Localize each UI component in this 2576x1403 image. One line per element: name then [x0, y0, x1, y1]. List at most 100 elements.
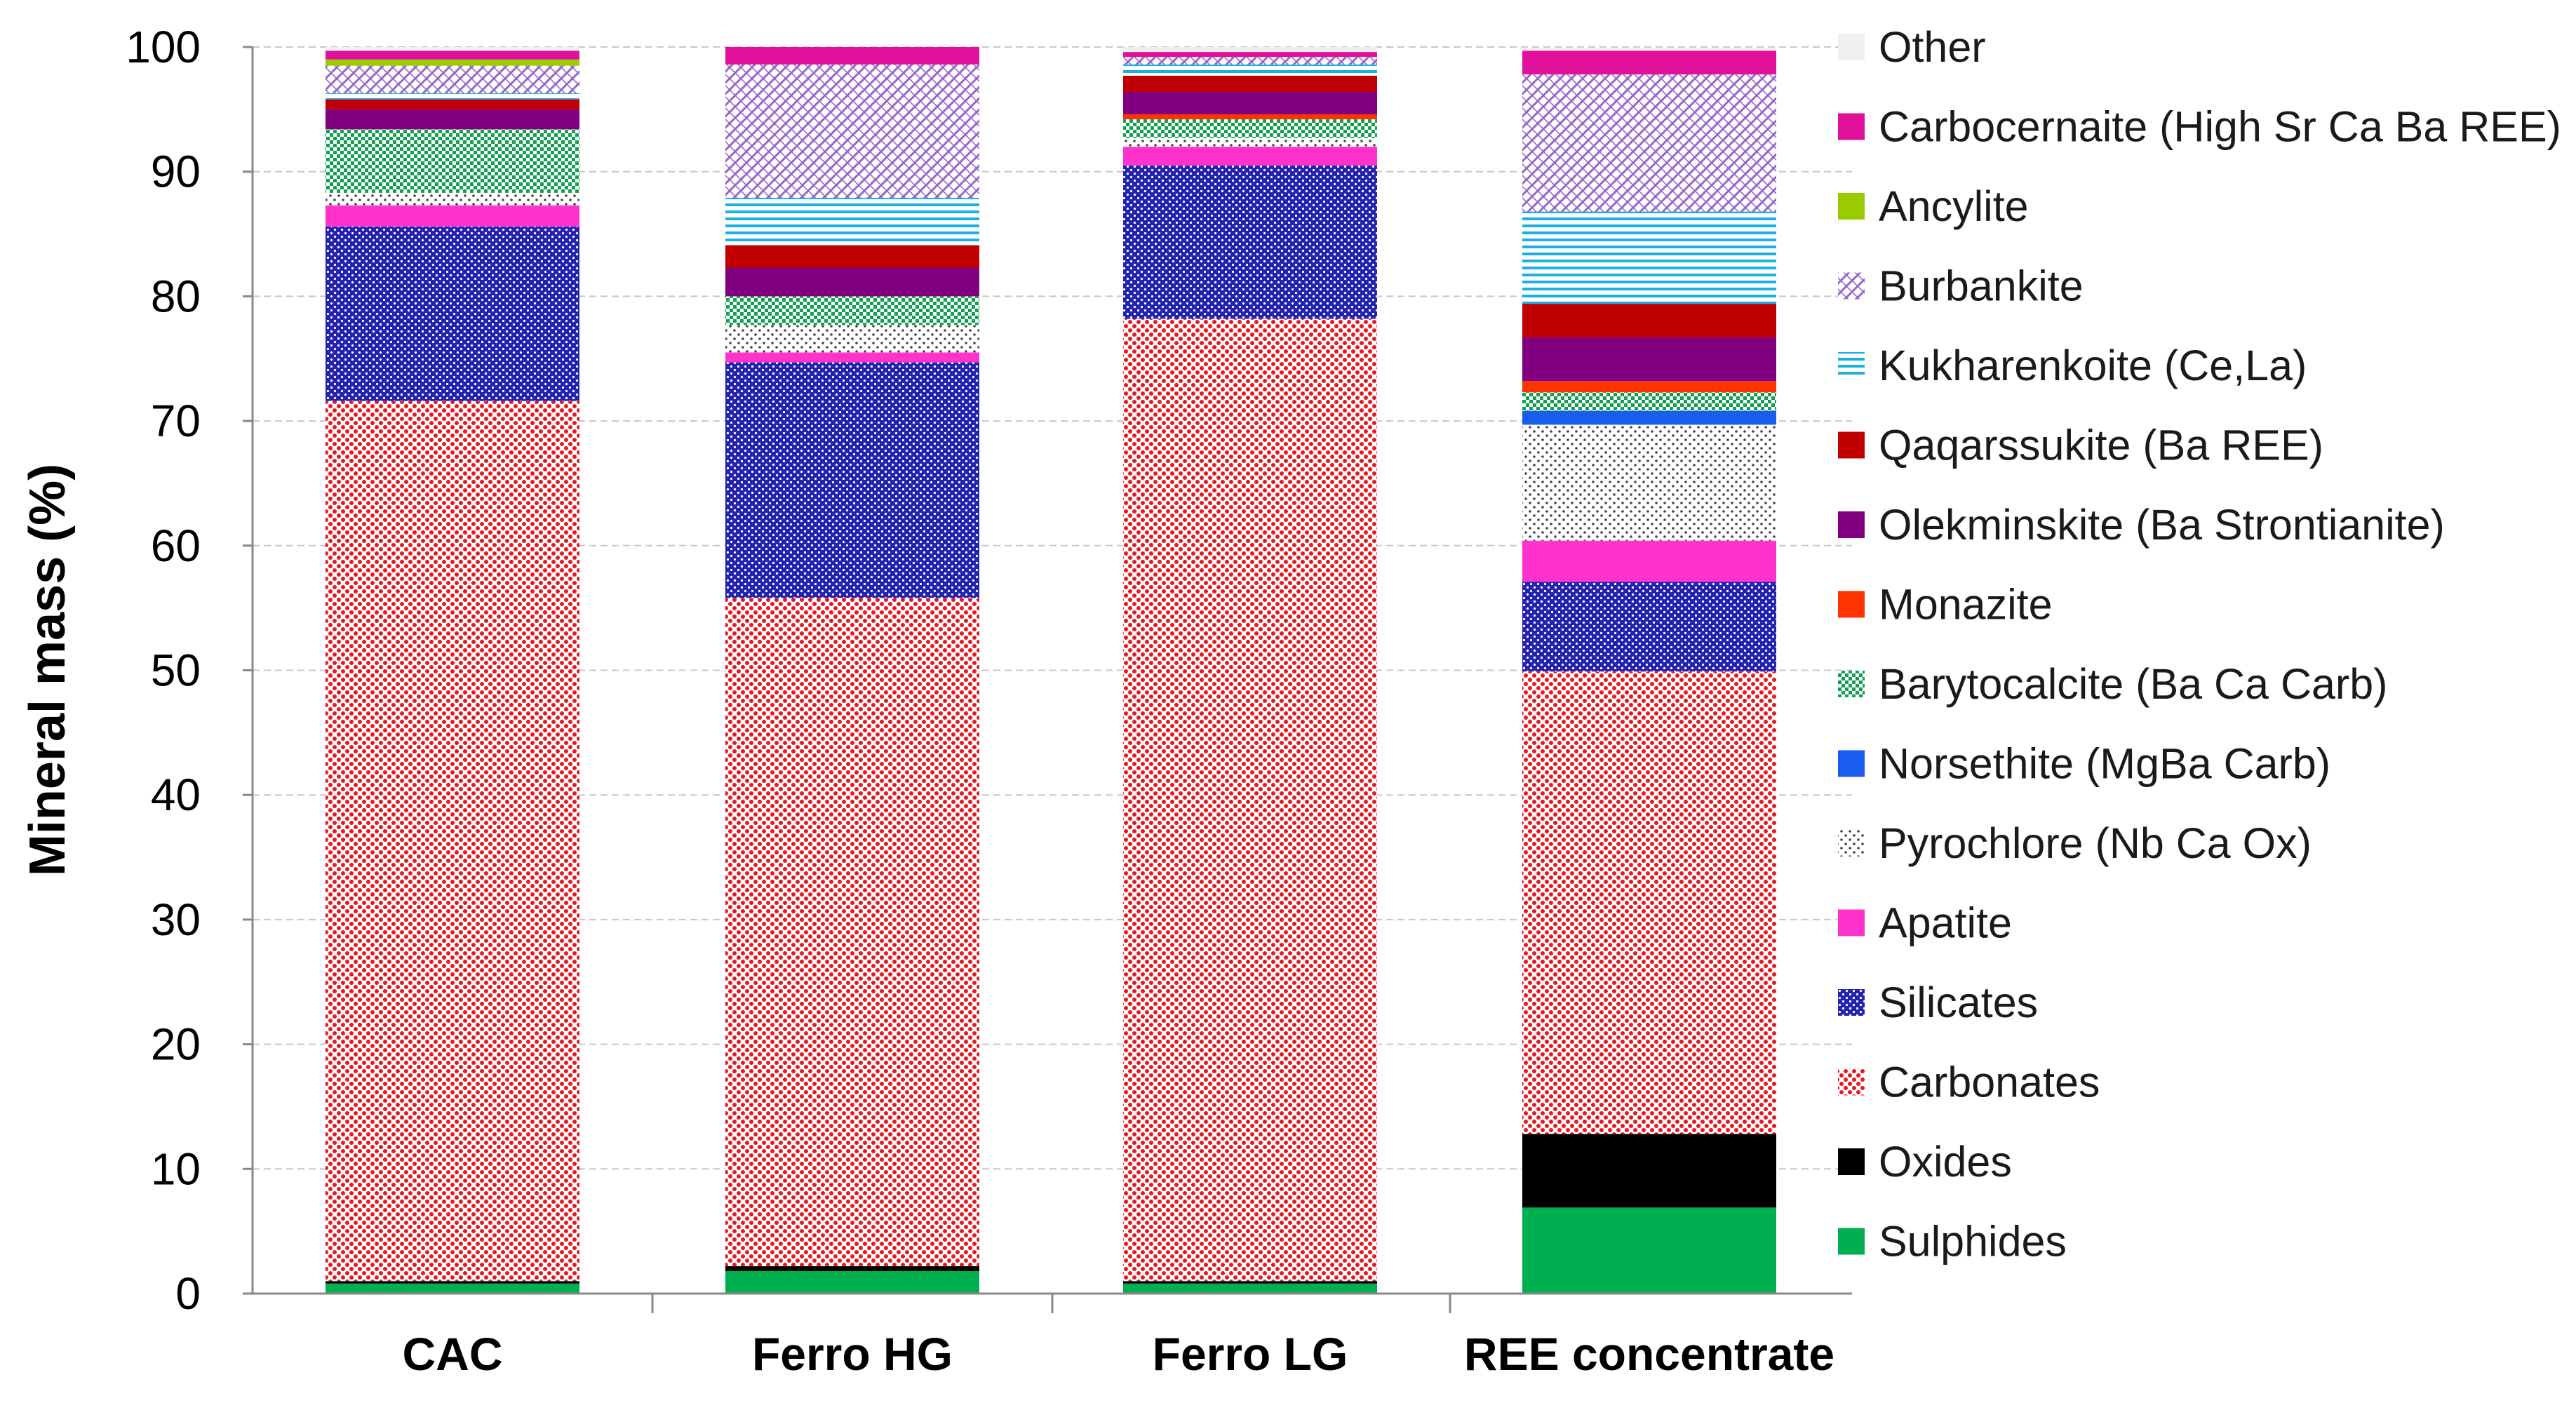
gridlines: [253, 46, 1852, 1170]
bar-segment-carbocernaite-high-sr-ca-ba-ree: [725, 47, 979, 65]
bar-segment-oxides: [326, 1281, 579, 1284]
bar-segment-carbocernaite-high-sr-ca-ba-ree: [326, 51, 579, 60]
x-category-label: CAC: [403, 1328, 503, 1380]
legend-item: Burbankite: [1838, 262, 2084, 310]
bar-stack-ferro-lg: [1123, 47, 1377, 1294]
bar-segment-oxides: [1123, 1281, 1377, 1284]
bar-segment-barytocalcite-ba-ca-carb: [1123, 119, 1377, 138]
bar-segment-pyrochlore-nb-ca-ox: [326, 192, 579, 206]
legend-swatch: [1838, 989, 1865, 1016]
bar-segment-burbankite: [326, 65, 579, 93]
bar-segment-pyrochlore-nb-ca-ox: [1123, 137, 1377, 147]
legend-swatch: [1838, 591, 1865, 618]
x-category-label: Ferro HG: [752, 1328, 953, 1380]
bar-segment-norsethite-mgba-carb: [1522, 410, 1776, 425]
legend-item: Norsethite (MgBa Carb): [1838, 740, 2330, 788]
legend-swatch: [1838, 1228, 1865, 1255]
legend-item: Apatite: [1838, 899, 2012, 947]
y-tick-label: 100: [126, 22, 201, 72]
x-axis-categories: CAC Ferro HG Ferro LG REE concentrate: [403, 1328, 1835, 1380]
bar-segment-sulphides: [1522, 1207, 1776, 1294]
bar-segment-pyrochlore-nb-ca-ox: [1522, 424, 1776, 541]
bar-stack-ferro-hg: [725, 47, 979, 1294]
bar-segment-silicates: [1123, 165, 1377, 319]
legend-item: Silicates: [1838, 979, 2038, 1026]
bar-segment-carbonates: [326, 401, 579, 1282]
bar-segment-oxides: [725, 1266, 979, 1272]
legend-swatch: [1838, 671, 1865, 697]
legend-swatch: [1838, 352, 1865, 379]
bar-segment-burbankite: [1522, 74, 1776, 212]
legend-label: Sulphides: [1879, 1218, 2067, 1266]
bar-segment-olekminskite-ba-strontianite: [1522, 337, 1776, 382]
legend-label: Norsethite (MgBa Carb): [1879, 740, 2330, 788]
y-tick-label: 70: [151, 396, 201, 446]
legend-label: Burbankite: [1879, 262, 2084, 310]
bar-segment-kukharenkoite-ce-la: [1123, 64, 1377, 76]
bar-segment-silicates: [326, 226, 579, 401]
bar-segment-sulphides: [725, 1271, 979, 1294]
bar-stack-ree-concentrate: [1522, 48, 1776, 1294]
legend-label: Other: [1879, 23, 1986, 71]
y-tick-label: 50: [151, 645, 201, 696]
bar-segment-sulphides: [1123, 1283, 1377, 1294]
bar-segment-oxides: [1522, 1134, 1776, 1208]
legend-swatch: [1838, 34, 1865, 60]
legend-swatch: [1838, 431, 1865, 459]
bar-segment-ancylite: [326, 59, 579, 66]
y-tick-label: 30: [151, 894, 201, 945]
bar-segment-olekminskite-ba-strontianite: [1123, 91, 1377, 114]
y-tick-label: 40: [151, 770, 201, 820]
legend-label: Olekminskite (Ba Strontianite): [1879, 501, 2445, 549]
bar-segment-qaqarssukite-ba-ree: [326, 99, 579, 109]
legend-label: Carbonates: [1879, 1059, 2100, 1106]
bar-segment-silicates: [725, 362, 979, 598]
legend-item: Kukharenkoite (Ce,La): [1838, 342, 2307, 389]
y-axis-ticks: 0 10 20 30 40 50 60 70 80 90 100: [126, 22, 253, 1319]
legend-swatch: [1838, 272, 1865, 300]
legend-swatch: [1838, 1148, 1865, 1175]
bar-segment-carbocernaite-high-sr-ca-ba-ree: [1522, 51, 1776, 75]
bar-segment-monazite: [1522, 381, 1776, 393]
bar-segment-carbonates: [725, 598, 979, 1266]
legend-swatch: [1838, 1068, 1865, 1096]
bar-segment-carbocernaite-high-sr-ca-ba-ree: [1123, 52, 1377, 58]
bar-segment-other: [326, 47, 579, 51]
legend-label: Monazite: [1879, 581, 2053, 629]
bar-segment-barytocalcite-ba-ca-carb: [725, 296, 979, 325]
y-tick-label: 60: [151, 521, 201, 571]
legend-item: Other: [1838, 23, 1986, 71]
y-tick-label: 80: [151, 271, 201, 321]
bar-segment-barytocalcite-ba-ca-carb: [1522, 392, 1776, 411]
legend-swatch: [1838, 830, 1865, 857]
bar-segment-sulphides: [326, 1283, 579, 1294]
y-tick-label: 0: [175, 1268, 201, 1319]
legend-item: Pyrochlore (Nb Ca Ox): [1838, 819, 2312, 867]
bar-segment-kukharenkoite-ce-la: [326, 93, 579, 100]
bar-segment-carbonates: [1123, 318, 1377, 1282]
bar-segment-pyrochlore-nb-ca-ox: [725, 325, 979, 353]
legend-label: Barytocalcite (Ba Ca Carb): [1879, 660, 2387, 708]
legend-item: Qaqarssukite (Ba REE): [1838, 422, 2323, 469]
bar-segment-qaqarssukite-ba-ree: [1123, 75, 1377, 92]
bar-segment-burbankite: [1123, 57, 1377, 65]
legend-item: Olekminskite (Ba Strontianite): [1838, 501, 2445, 549]
bar-segment-kukharenkoite-ce-la: [1522, 211, 1776, 304]
legend-item: Carbonates: [1838, 1059, 2100, 1106]
x-category-label: Ferro LG: [1153, 1328, 1348, 1380]
legend-item: Barytocalcite (Ba Ca Carb): [1838, 660, 2387, 708]
legend-swatch: [1838, 511, 1865, 538]
bar-segment-olekminskite-ba-strontianite: [326, 109, 579, 130]
legend-swatch: [1838, 750, 1865, 777]
legend-item: Monazite: [1838, 581, 2053, 629]
legend-label: Carbocernaite (High Sr Ca Ba REE): [1879, 103, 2561, 151]
legend-item: Oxides: [1838, 1138, 2012, 1186]
y-tick-label: 10: [151, 1143, 201, 1194]
axes: [251, 47, 1852, 1313]
bar-segment-qaqarssukite-ba-ree: [725, 245, 979, 268]
legend-label: Kukharenkoite (Ce,La): [1879, 342, 2307, 389]
legend-label: Qaqarssukite (Ba REE): [1879, 422, 2323, 469]
legend-item: Sulphides: [1838, 1218, 2067, 1266]
bar-segment-barytocalcite-ba-ca-carb: [326, 129, 579, 193]
